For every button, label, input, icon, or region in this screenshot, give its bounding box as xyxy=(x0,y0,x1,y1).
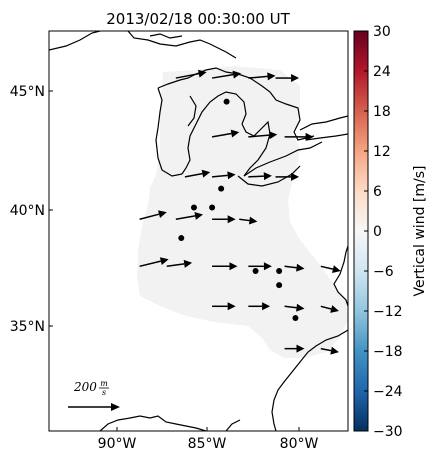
lon-label-90: 90°W xyxy=(98,436,137,452)
colorbar-tick-label-6: −6 xyxy=(373,264,394,280)
wind-vector-layer xyxy=(139,69,341,355)
station-marker-4 xyxy=(178,235,185,242)
scale-unit-num: m xyxy=(100,379,108,388)
wind-vector-24 xyxy=(320,305,339,313)
wind-vector-3 xyxy=(275,74,300,83)
scale-arrowhead xyxy=(111,403,120,411)
wind-vector-8 xyxy=(212,171,236,180)
wind-vector-4 xyxy=(211,129,240,138)
station-marker-2 xyxy=(190,204,197,211)
lon-label-85: 85°W xyxy=(188,436,227,452)
station-marker-8 xyxy=(292,315,299,322)
colorbar-tick-label-2: 18 xyxy=(373,104,391,120)
wind-vector-20 xyxy=(320,265,341,274)
coastlines xyxy=(49,31,348,431)
wind-vector-15 xyxy=(139,257,169,268)
wind-vector-6 xyxy=(284,132,314,141)
wind-vector-17 xyxy=(212,262,238,271)
wind-vector-14 xyxy=(239,216,258,225)
colorbar-tick-label-3: 12 xyxy=(373,144,391,160)
wind-vector-12 xyxy=(175,211,204,220)
map-frame xyxy=(48,30,349,432)
map-area xyxy=(49,31,348,431)
wind-vector-11 xyxy=(139,210,167,220)
lat-label-35: 35°N xyxy=(10,319,45,335)
scale-value: 200 xyxy=(73,380,97,394)
colorbar-tick-label-5: 0 xyxy=(373,224,382,240)
wind-vector-5 xyxy=(248,131,278,140)
station-marker-1 xyxy=(218,185,225,192)
wind-vector-21 xyxy=(212,302,236,311)
wind-vector-19 xyxy=(284,263,305,272)
wind-vector-2 xyxy=(248,72,276,81)
map-title: 2013/02/18 00:30:00 UT xyxy=(106,10,290,28)
wind-vector-25 xyxy=(284,344,305,353)
station-layer xyxy=(178,98,299,322)
scale-reference: 200 m s xyxy=(68,379,120,411)
lat-label-45: 45°N xyxy=(10,84,45,100)
colorbar-ticks: 30 24 18 12 6 0 −6 −12 −18 −24 −30 xyxy=(364,24,403,440)
colorbar-tick-label-9: −24 xyxy=(373,384,403,400)
colorbar-tick-label-8: −18 xyxy=(373,344,403,360)
axis-ticks xyxy=(49,90,300,431)
wind-vector-10 xyxy=(275,172,300,181)
station-marker-6 xyxy=(276,268,283,274)
wind-vector-26 xyxy=(320,346,339,355)
wind-vector-22 xyxy=(248,302,271,311)
station-marker-0 xyxy=(223,98,230,105)
station-marker-3 xyxy=(209,204,216,211)
station-marker-5 xyxy=(252,268,259,274)
wind-vector-0 xyxy=(175,69,207,79)
colorbar-tick-label-1: 24 xyxy=(373,64,391,80)
wind-vector-7 xyxy=(184,169,211,178)
wind-vector-9 xyxy=(248,172,272,181)
colorbar-tick-label-4: 6 xyxy=(373,184,382,200)
lon-label-80: 80°W xyxy=(280,436,319,452)
wind-vector-1 xyxy=(211,70,242,79)
colorbar-label: Vertical wind [m/s] xyxy=(412,166,428,297)
wind-vector-13 xyxy=(212,215,236,224)
colorbar-tick-label-7: −12 xyxy=(373,304,403,320)
wind-vector-18 xyxy=(248,262,272,271)
scale-unit-den: s xyxy=(102,388,106,397)
colorbar-tick-label-0: 30 xyxy=(373,24,391,40)
wind-vector-16 xyxy=(166,259,193,268)
wind-vector-23 xyxy=(284,303,305,312)
colorbar-tick-label-10: −30 xyxy=(373,424,403,440)
station-marker-7 xyxy=(276,282,283,289)
lat-label-40: 40°N xyxy=(10,203,45,219)
